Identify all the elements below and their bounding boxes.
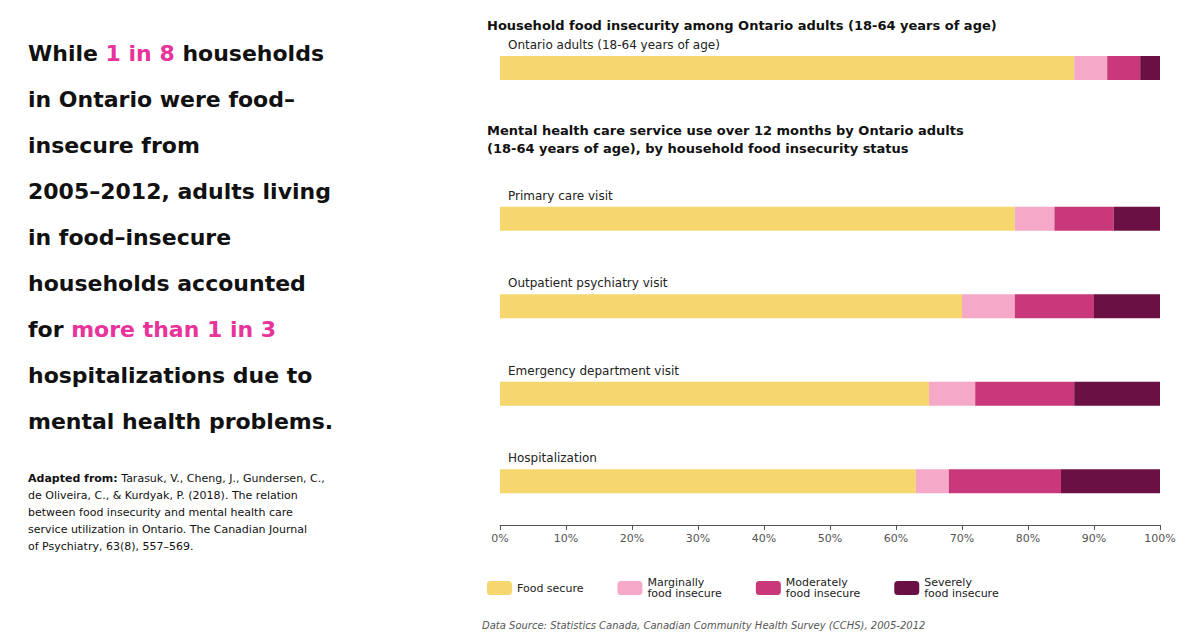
svg-text:households accounted: households accounted — [28, 271, 306, 296]
svg-text:Hospitalization: Hospitalization — [508, 451, 597, 465]
svg-text:20%: 20% — [620, 532, 644, 545]
svg-text:in Ontario were food–: in Ontario were food– — [28, 87, 295, 112]
svg-text:0%: 0% — [491, 532, 508, 545]
svg-text:30%: 30% — [686, 532, 710, 545]
svg-text:2005–2012, adults living: 2005–2012, adults living — [28, 179, 331, 204]
svg-text:Food secure: Food secure — [517, 582, 584, 595]
svg-text:Mental health care service use: Mental health care service use over 12 m… — [487, 123, 964, 138]
svg-text:Adapted from:: Adapted from: — [28, 472, 118, 485]
svg-text:(18-64 years of age), by house: (18-64 years of age), by household food … — [487, 141, 909, 156]
svg-text:de Oliveira, C., & Kurdyak, P.: de Oliveira, C., & Kurdyak, P. (2018). T… — [28, 489, 298, 502]
svg-text:90%: 90% — [1082, 532, 1106, 545]
svg-text:food insecure: food insecure — [647, 587, 722, 600]
svg-text:Marginally: Marginally — [647, 576, 705, 589]
svg-text:between food insecurity and me: between food insecurity and mental healt… — [28, 506, 293, 519]
svg-text:80%: 80% — [1016, 532, 1040, 545]
svg-text:Ontario adults (18-64 years of: Ontario adults (18-64 years of age) — [508, 38, 720, 52]
svg-text:40%: 40% — [752, 532, 776, 545]
svg-text:50%: 50% — [818, 532, 842, 545]
svg-text:insecure from: insecure from — [28, 133, 200, 158]
svg-text:Primary care visit: Primary care visit — [508, 189, 613, 203]
svg-text:hospitalizations due to: hospitalizations due to — [28, 363, 312, 388]
svg-text:60%: 60% — [884, 532, 908, 545]
svg-text:100%: 100% — [1144, 532, 1175, 545]
svg-text:in food–insecure: in food–insecure — [28, 225, 231, 250]
svg-text:service utilization in Ontario: service utilization in Ontario. The Cana… — [28, 523, 307, 536]
svg-text:Tarasuk, V., Cheng, J., Gunder: Tarasuk, V., Cheng, J., Gundersen, C., — [118, 472, 325, 485]
svg-text:food insecure: food insecure — [786, 587, 861, 600]
svg-text:for: for — [28, 317, 71, 342]
svg-text:Emergency department visit: Emergency department visit — [508, 364, 679, 378]
svg-text:Household food insecurity amon: Household food insecurity among Ontario … — [487, 18, 997, 33]
svg-text:food insecure: food insecure — [924, 587, 999, 600]
svg-text:1 in 8: 1 in 8 — [106, 41, 175, 66]
svg-text:more than 1 in 3: more than 1 in 3 — [71, 317, 276, 342]
svg-text:While: While — [28, 41, 106, 66]
svg-text:mental health problems.: mental health problems. — [28, 409, 333, 434]
svg-text:70%: 70% — [950, 532, 974, 545]
svg-text:of Psychiatry, 63(8), 557–569.: of Psychiatry, 63(8), 557–569. — [28, 540, 194, 553]
svg-text:10%: 10% — [554, 532, 578, 545]
svg-text:Outpatient psychiatry visit: Outpatient psychiatry visit — [508, 276, 668, 290]
svg-text:households: households — [175, 41, 324, 66]
svg-text:Data Source: Statistics Canada: Data Source: Statistics Canada, Canadian… — [482, 620, 925, 631]
svg-text:Severely: Severely — [924, 576, 972, 589]
svg-text:Moderately: Moderately — [785, 576, 848, 589]
